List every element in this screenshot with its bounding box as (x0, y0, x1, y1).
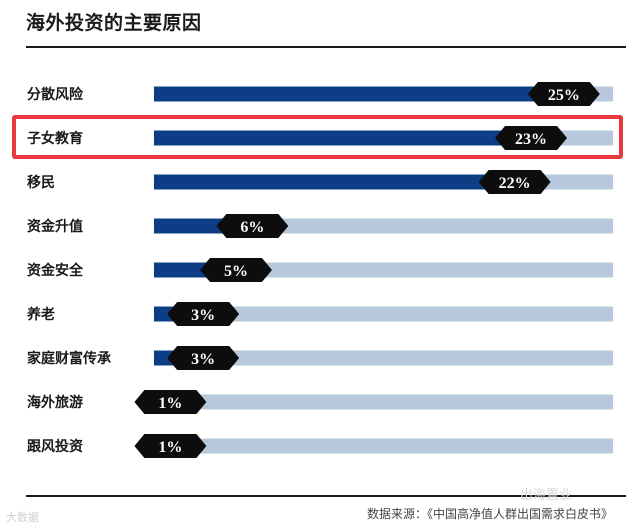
bar-track (154, 394, 613, 410)
category-label: 移民 (27, 174, 55, 191)
value-label: 1% (158, 439, 182, 456)
value-label-bg (167, 346, 240, 370)
category-label: 家庭财富传承 (27, 350, 111, 367)
value-label: 22% (499, 175, 531, 192)
bar (154, 174, 515, 190)
category-label: 海外旅游 (27, 394, 83, 411)
bar-track (154, 306, 613, 322)
value-label: 3% (191, 351, 215, 368)
category-label: 资金安全 (27, 262, 84, 279)
watermark-right: 出海置业 (520, 488, 573, 503)
value-label: 25% (548, 87, 580, 104)
value-label-bg (199, 258, 272, 282)
value-label: 3% (191, 307, 215, 324)
value-label-bg (527, 82, 600, 106)
bar-row: 跟风投资 1% (27, 434, 613, 458)
bar-track (154, 350, 613, 366)
highlight-box (12, 115, 623, 159)
bar-track (154, 438, 613, 454)
value-label: 6% (240, 219, 264, 236)
value-label-bg (495, 126, 568, 150)
bar-row: 分散风险 25% (27, 82, 613, 106)
bar (154, 130, 532, 146)
category-label: 分散风险 (27, 86, 84, 103)
top-divider (26, 46, 626, 48)
bar-row: 子女教育 23% (27, 126, 613, 150)
value-label: 1% (158, 395, 182, 412)
bar-row: 海外旅游 1% (27, 390, 613, 414)
value-label-bg (167, 302, 240, 326)
value-label: 23% (515, 131, 547, 148)
value-label-bg (134, 434, 207, 458)
value-label-bg (478, 170, 551, 194)
watermark-left: 大数据 (6, 511, 39, 524)
category-label: 子女教育 (27, 130, 83, 147)
chart-title: 海外投资的主要原因 (26, 12, 202, 34)
bar-row: 养老 3% (26, 302, 613, 326)
bar-row: 移民 22% (27, 170, 613, 194)
bottom-divider (26, 495, 626, 497)
source-note: 数据来源：《中国高净值人群出国需求白皮书》 (366, 507, 613, 521)
bar-row: 资金安全 5% (27, 258, 613, 282)
value-label-bg (134, 390, 207, 414)
value-label: 5% (224, 263, 248, 280)
category-label: 跟风投资 (27, 438, 83, 455)
bar-row: 资金升值 6% (27, 214, 613, 238)
bar (154, 86, 564, 102)
value-label-bg (216, 214, 289, 238)
category-label: 养老 (26, 306, 55, 323)
category-label: 资金升值 (27, 218, 83, 235)
bar-row: 家庭财富传承 3% (27, 346, 613, 370)
